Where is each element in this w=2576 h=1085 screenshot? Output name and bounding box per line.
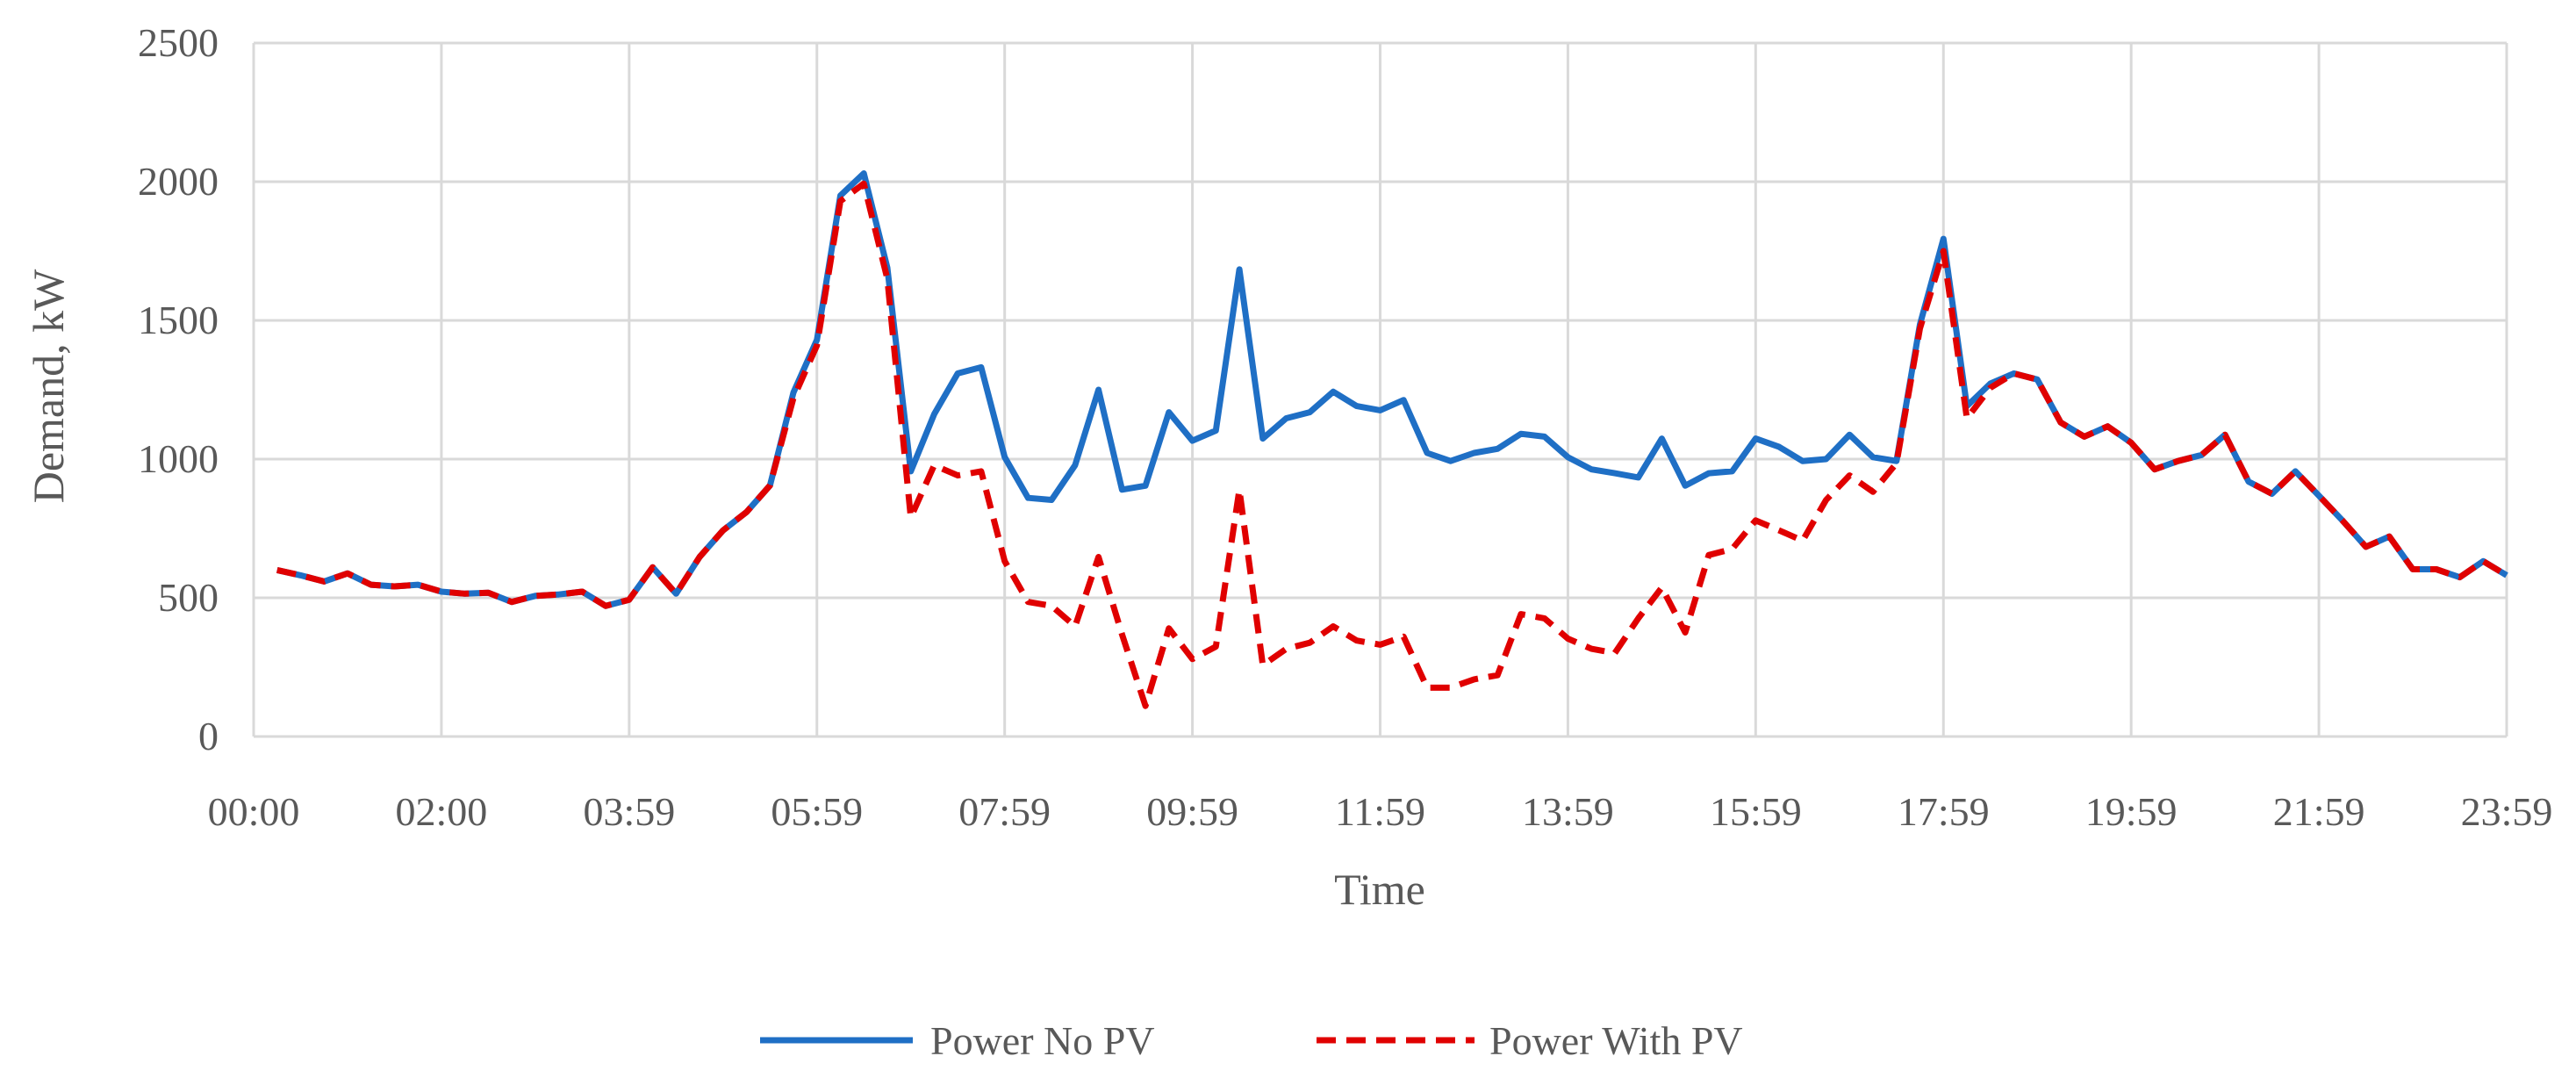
x-axis-ticks: 00:00 02:00 03:59 05:59 07:59 09:59 11:59 13:59… [208,789,2553,834]
y-tick-label: 0 [198,714,219,758]
y-tick-label: 1000 [138,436,219,481]
x-axis-title: Time [1334,865,1425,914]
x-tick-label: 03:59 [583,789,675,834]
legend-label-with-pv: Power With PV [1489,1018,1743,1063]
legend-label-no-pv: Power No PV [930,1018,1155,1063]
x-tick-label: 15:59 [1710,789,1802,834]
x-tick-label: 13:59 [1522,789,1614,834]
x-tick-label: 17:59 [1898,789,1990,834]
x-tick-label: 11:59 [1335,789,1425,834]
x-tick-label: 23:59 [2461,789,2553,834]
x-tick-label: 19:59 [2085,789,2178,834]
legend: Power No PV Power With PV [760,1018,1743,1063]
x-tick-label: 00:00 [208,789,300,834]
y-tick-label: 500 [158,575,219,620]
x-tick-label: 09:59 [1146,789,1238,834]
y-tick-label: 1500 [138,298,219,342]
y-tick-label: 2500 [138,20,219,65]
data-points-1 [276,183,2508,707]
x-tick-label: 05:59 [771,789,863,834]
data-points-0 [276,173,2508,607]
y-axis-ticks: 0 500 1000 1500 2000 2500 [138,20,219,758]
gridlines [252,41,2508,738]
y-tick-label: 2000 [138,159,219,204]
x-tick-label: 02:00 [396,789,488,834]
x-tick-label: 07:59 [958,789,1051,834]
series-lines [276,170,2508,709]
series-line-with-pv [276,180,2508,709]
series-line-no-pv [276,170,2508,609]
y-axis-title: Demand, kW [24,269,73,503]
x-tick-label: 21:59 [2273,789,2365,834]
